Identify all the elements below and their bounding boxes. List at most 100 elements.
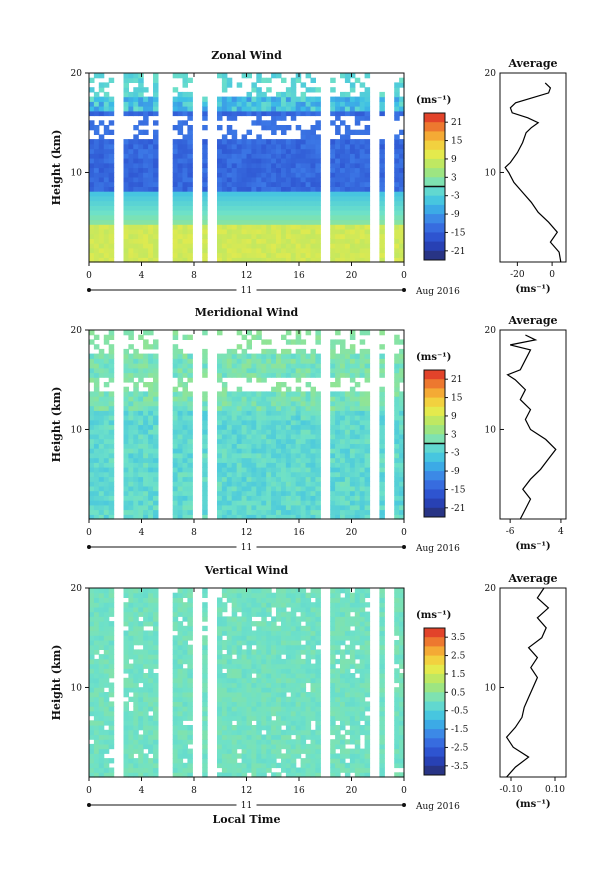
heat-cell — [271, 115, 277, 121]
heat-cell — [221, 706, 228, 712]
heat-cell — [399, 429, 405, 435]
heat-cell — [177, 514, 184, 520]
heat-cell — [241, 143, 248, 150]
heat-cell — [349, 344, 356, 350]
heat-cell — [217, 630, 223, 636]
heat-cell — [246, 419, 252, 426]
heat-cell — [256, 257, 262, 263]
heat-cell — [285, 621, 292, 627]
x-tick-label: 0 — [86, 528, 92, 538]
heat-cell — [153, 353, 159, 359]
heat-cell — [187, 214, 193, 221]
heat-cell — [231, 630, 238, 636]
heat-cell — [128, 748, 134, 754]
heat-cell — [148, 640, 154, 646]
heat-cell — [187, 706, 193, 712]
heat-cell — [89, 592, 95, 598]
heat-cell — [349, 139, 356, 145]
heat-cell — [354, 391, 361, 397]
heat-cell — [108, 729, 115, 736]
heat-cell — [281, 129, 287, 135]
heat-cell — [182, 372, 188, 378]
heat-cell — [93, 457, 100, 463]
heat-cell — [202, 405, 208, 411]
heat-cell — [231, 677, 238, 684]
heat-cell — [271, 419, 277, 426]
heat-cell — [241, 462, 248, 468]
heat-cell — [359, 400, 366, 407]
colorbar-tick-label: -21 — [451, 504, 466, 514]
heat-cell — [246, 210, 252, 216]
heat-cell — [148, 767, 154, 773]
heat-cell — [123, 621, 129, 627]
heat-cell — [177, 148, 184, 154]
heat-cell — [276, 219, 282, 225]
colorbar-tick-label: 15 — [451, 394, 463, 404]
heat-cell — [399, 490, 405, 496]
heat-cell — [138, 106, 144, 112]
heat-cell — [349, 424, 356, 430]
heat-cell — [236, 205, 243, 211]
heat-cell — [123, 433, 129, 440]
heat-cell — [177, 120, 184, 126]
heat-cell — [226, 257, 233, 263]
heat-cell — [202, 471, 208, 478]
heat-cell — [261, 353, 267, 359]
heat-cell — [221, 205, 228, 211]
heat-cell — [256, 153, 262, 159]
heat-cell — [271, 720, 277, 726]
heat-cell — [256, 195, 262, 202]
heat-cell — [305, 172, 312, 178]
heat-cell — [285, 106, 292, 112]
heat-cell — [138, 433, 144, 440]
heat-cell — [330, 485, 336, 492]
heat-cell — [187, 238, 193, 244]
heat-cell — [310, 696, 316, 702]
heat-cell — [187, 363, 193, 369]
heat-cell — [231, 405, 238, 411]
heat-cell — [300, 228, 307, 235]
heat-cell — [276, 162, 282, 169]
heat-cell — [261, 481, 267, 487]
heat-cell — [300, 419, 307, 426]
heat-cell — [349, 96, 356, 102]
heat-cell — [379, 410, 385, 416]
heat-cell — [143, 649, 149, 655]
heat-cell — [226, 743, 233, 750]
heat-cell — [236, 214, 243, 221]
heat-cell — [172, 467, 179, 473]
heat-cell — [226, 139, 233, 145]
heat-cell — [379, 457, 385, 463]
heat-cell — [281, 162, 287, 169]
heat-cell — [359, 467, 366, 473]
heat-cell — [300, 715, 307, 721]
heat-cell — [172, 438, 179, 444]
heat-cell — [231, 729, 238, 736]
heat-cell — [281, 106, 287, 112]
heat-cell — [335, 110, 341, 117]
heat-cell — [108, 372, 115, 378]
heat-cell — [98, 148, 105, 154]
heat-cell — [295, 162, 302, 169]
heat-cell — [133, 415, 139, 421]
heat-cell — [251, 396, 257, 402]
heat-cell — [276, 701, 282, 707]
heat-cell — [143, 391, 149, 397]
heat-cell — [256, 247, 262, 254]
heat-cell — [266, 424, 272, 430]
heat-cell — [251, 391, 257, 397]
heat-cell — [153, 602, 159, 608]
heat-cell — [281, 762, 287, 769]
heat-cell — [310, 767, 316, 773]
heat-cell — [93, 514, 100, 520]
heat-cell — [266, 257, 272, 263]
heat-cell — [261, 219, 267, 225]
heat-cell — [295, 438, 302, 444]
heat-cell — [310, 214, 316, 221]
heat-cell — [153, 725, 159, 731]
heat-cell — [295, 367, 302, 374]
heat-cell — [379, 176, 385, 183]
heat-cell — [300, 148, 307, 154]
heat-cell — [202, 625, 208, 632]
heat-cell — [89, 415, 95, 421]
